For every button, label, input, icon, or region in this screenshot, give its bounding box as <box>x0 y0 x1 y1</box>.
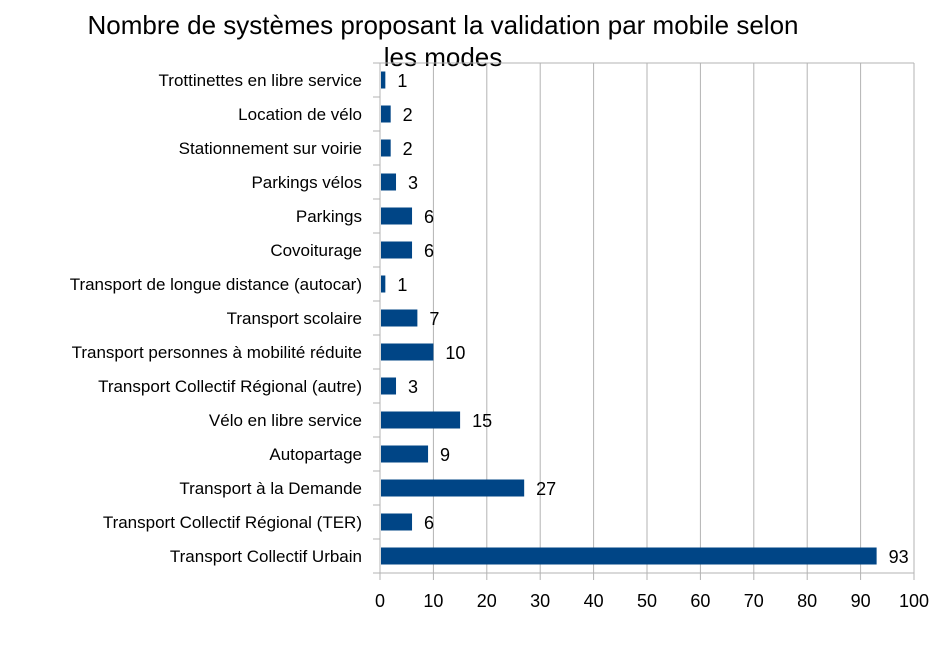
category-labels: Trottinettes en libre service Location de… <box>70 71 362 566</box>
bar <box>381 275 386 293</box>
bar <box>381 343 434 361</box>
value-label: 6 <box>424 207 434 227</box>
bar <box>381 139 391 157</box>
value-label: 7 <box>429 309 439 329</box>
bar <box>381 411 461 429</box>
category-label: Autopartage <box>269 445 362 464</box>
category-label: Transport à la Demande <box>179 479 362 498</box>
chart-title-line-1: Nombre de systèmes proposant la validati… <box>87 10 798 40</box>
category-label: Stationnement sur voirie <box>179 139 362 158</box>
x-tick-labels: 0 10 20 30 40 50 60 70 80 90 100 <box>375 591 929 611</box>
category-label: Vélo en libre service <box>209 411 362 430</box>
axes <box>373 62 915 580</box>
x-tick-label: 70 <box>744 591 764 611</box>
value-label: 3 <box>408 173 418 193</box>
x-tick-label: 20 <box>477 591 497 611</box>
bar <box>381 513 413 531</box>
value-label: 10 <box>445 343 465 363</box>
bar <box>381 207 413 225</box>
category-label: Trottinettes en libre service <box>159 71 362 90</box>
x-tick-label: 100 <box>899 591 929 611</box>
value-label: 93 <box>889 547 909 567</box>
category-label: Parkings <box>296 207 362 226</box>
x-tick-label: 90 <box>851 591 871 611</box>
value-label: 2 <box>403 105 413 125</box>
bar <box>381 309 418 327</box>
category-label: Transport personnes à mobilité réduite <box>72 343 362 362</box>
category-label: Transport Collectif Régional (TER) <box>103 513 362 532</box>
category-label: Location de vélo <box>238 105 362 124</box>
bar <box>381 547 877 565</box>
x-tick-label: 30 <box>530 591 550 611</box>
category-label: Transport scolaire <box>227 309 362 328</box>
value-label: 2 <box>403 139 413 159</box>
value-label: 1 <box>397 275 407 295</box>
bar <box>381 241 413 259</box>
value-label: 1 <box>397 71 407 91</box>
x-tick-label: 60 <box>690 591 710 611</box>
x-tick-label: 50 <box>637 591 657 611</box>
x-tick-label: 0 <box>375 591 385 611</box>
category-label: Transport Collectif Urbain <box>170 547 362 566</box>
bar <box>381 377 397 395</box>
value-label: 3 <box>408 377 418 397</box>
category-label: Transport Collectif Régional (autre) <box>98 377 362 396</box>
value-label: 15 <box>472 411 492 431</box>
bar <box>381 71 386 89</box>
bar <box>381 479 525 497</box>
value-label: 6 <box>424 513 434 533</box>
category-label: Transport de longue distance (autocar) <box>70 275 362 294</box>
value-label: 6 <box>424 241 434 261</box>
value-label: 27 <box>536 479 556 499</box>
value-label: 9 <box>440 445 450 465</box>
bar <box>381 173 397 191</box>
x-tick-label: 80 <box>797 591 817 611</box>
bars <box>381 71 877 565</box>
chart-title-line-2: les modes <box>384 42 503 72</box>
category-label: Parkings vélos <box>251 173 362 192</box>
category-label: Covoiturage <box>270 241 362 260</box>
gridlines <box>380 62 915 573</box>
x-tick-label: 40 <box>584 591 604 611</box>
bar <box>381 105 391 123</box>
x-tick-label: 10 <box>423 591 443 611</box>
bar <box>381 445 429 463</box>
